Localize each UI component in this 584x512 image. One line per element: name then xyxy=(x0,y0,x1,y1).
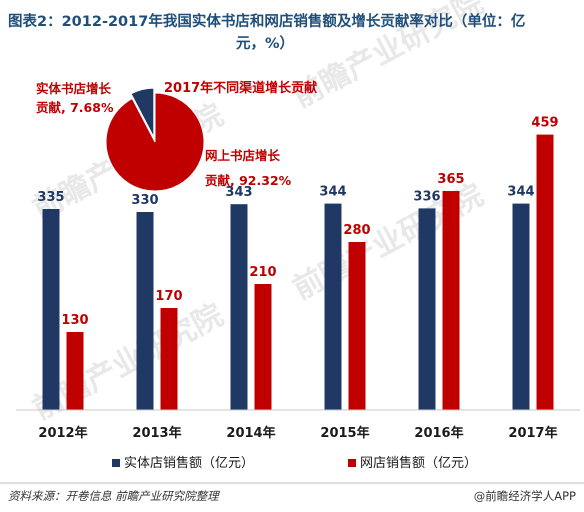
bar-online-3 xyxy=(348,242,366,410)
bar-physical-3 xyxy=(324,203,342,410)
bar-physical-4 xyxy=(418,208,436,410)
chart-title-line1: 图表2：2012-2017年我国实体书店和网店销售额及增长贡献率对比（单位：亿 xyxy=(8,12,525,30)
value-label-physical-2: 343 xyxy=(225,185,252,200)
source-note: 资料来源：开卷信息 前瞻产业研究院整理 xyxy=(8,489,220,503)
pie-slice-physical xyxy=(130,87,155,138)
pie-title: 2017年不同渠道增长贡献 xyxy=(164,80,317,96)
x-tick-2: 2014年 xyxy=(226,425,275,441)
pie-label-physical-line1: 实体书店增长 xyxy=(36,81,112,96)
value-label-online-4: 365 xyxy=(437,172,464,187)
pie-label-online-line1: 网上书店增长 xyxy=(205,148,281,163)
bar-physical-0 xyxy=(42,209,60,410)
x-tick-labels: 2012年 2013年 2014年 2015年 2016年 2017年 xyxy=(38,425,557,441)
x-tick-1: 2013年 xyxy=(132,425,181,441)
bar-physical-1 xyxy=(136,212,154,410)
x-tick-4: 2016年 xyxy=(414,425,463,441)
bar-online-0 xyxy=(66,332,84,410)
pie-label-online-line2: 贡献, 92.32% xyxy=(205,173,292,188)
value-label-physical-0: 335 xyxy=(37,190,64,205)
x-tick-5: 2017年 xyxy=(508,425,557,441)
legend-swatch-online xyxy=(348,459,356,467)
bar-online-4 xyxy=(442,191,460,410)
legend: 实体店销售额（亿元） 网店销售额（亿元） xyxy=(112,455,477,471)
value-label-physical-4: 336 xyxy=(413,189,440,204)
legend-swatch-physical xyxy=(112,459,120,467)
bar-online-5 xyxy=(536,134,554,410)
value-label-physical-1: 330 xyxy=(131,193,158,208)
legend-label-online: 网店销售额（亿元） xyxy=(360,455,477,471)
value-label-online-0: 130 xyxy=(61,313,88,328)
value-label-physical-3: 344 xyxy=(319,185,346,200)
value-label-physical-5: 344 xyxy=(507,185,534,200)
pie-slice-online xyxy=(105,92,205,192)
value-label-online-1: 170 xyxy=(155,289,182,304)
chart-title-line2: 元，%） xyxy=(236,34,294,52)
value-label-online-5: 459 xyxy=(531,116,558,131)
x-tick-0: 2012年 xyxy=(38,425,87,441)
bar-physical-5 xyxy=(512,203,530,410)
bar-online-1 xyxy=(160,308,178,410)
brand-label: @前瞻经济学人APP xyxy=(474,489,576,503)
legend-label-physical: 实体店销售额（亿元） xyxy=(124,455,254,471)
value-label-online-2: 210 xyxy=(249,265,276,280)
bar-plot: 335 130 330 170 343 210 344 280 336 365 344 459 xyxy=(37,116,559,410)
bar-physical-2 xyxy=(230,204,248,410)
pie-label-physical-line2: 贡献, 7.68% xyxy=(36,100,114,115)
bar-online-2 xyxy=(254,284,272,410)
x-tick-3: 2015年 xyxy=(320,425,369,441)
value-label-online-3: 280 xyxy=(343,223,370,238)
